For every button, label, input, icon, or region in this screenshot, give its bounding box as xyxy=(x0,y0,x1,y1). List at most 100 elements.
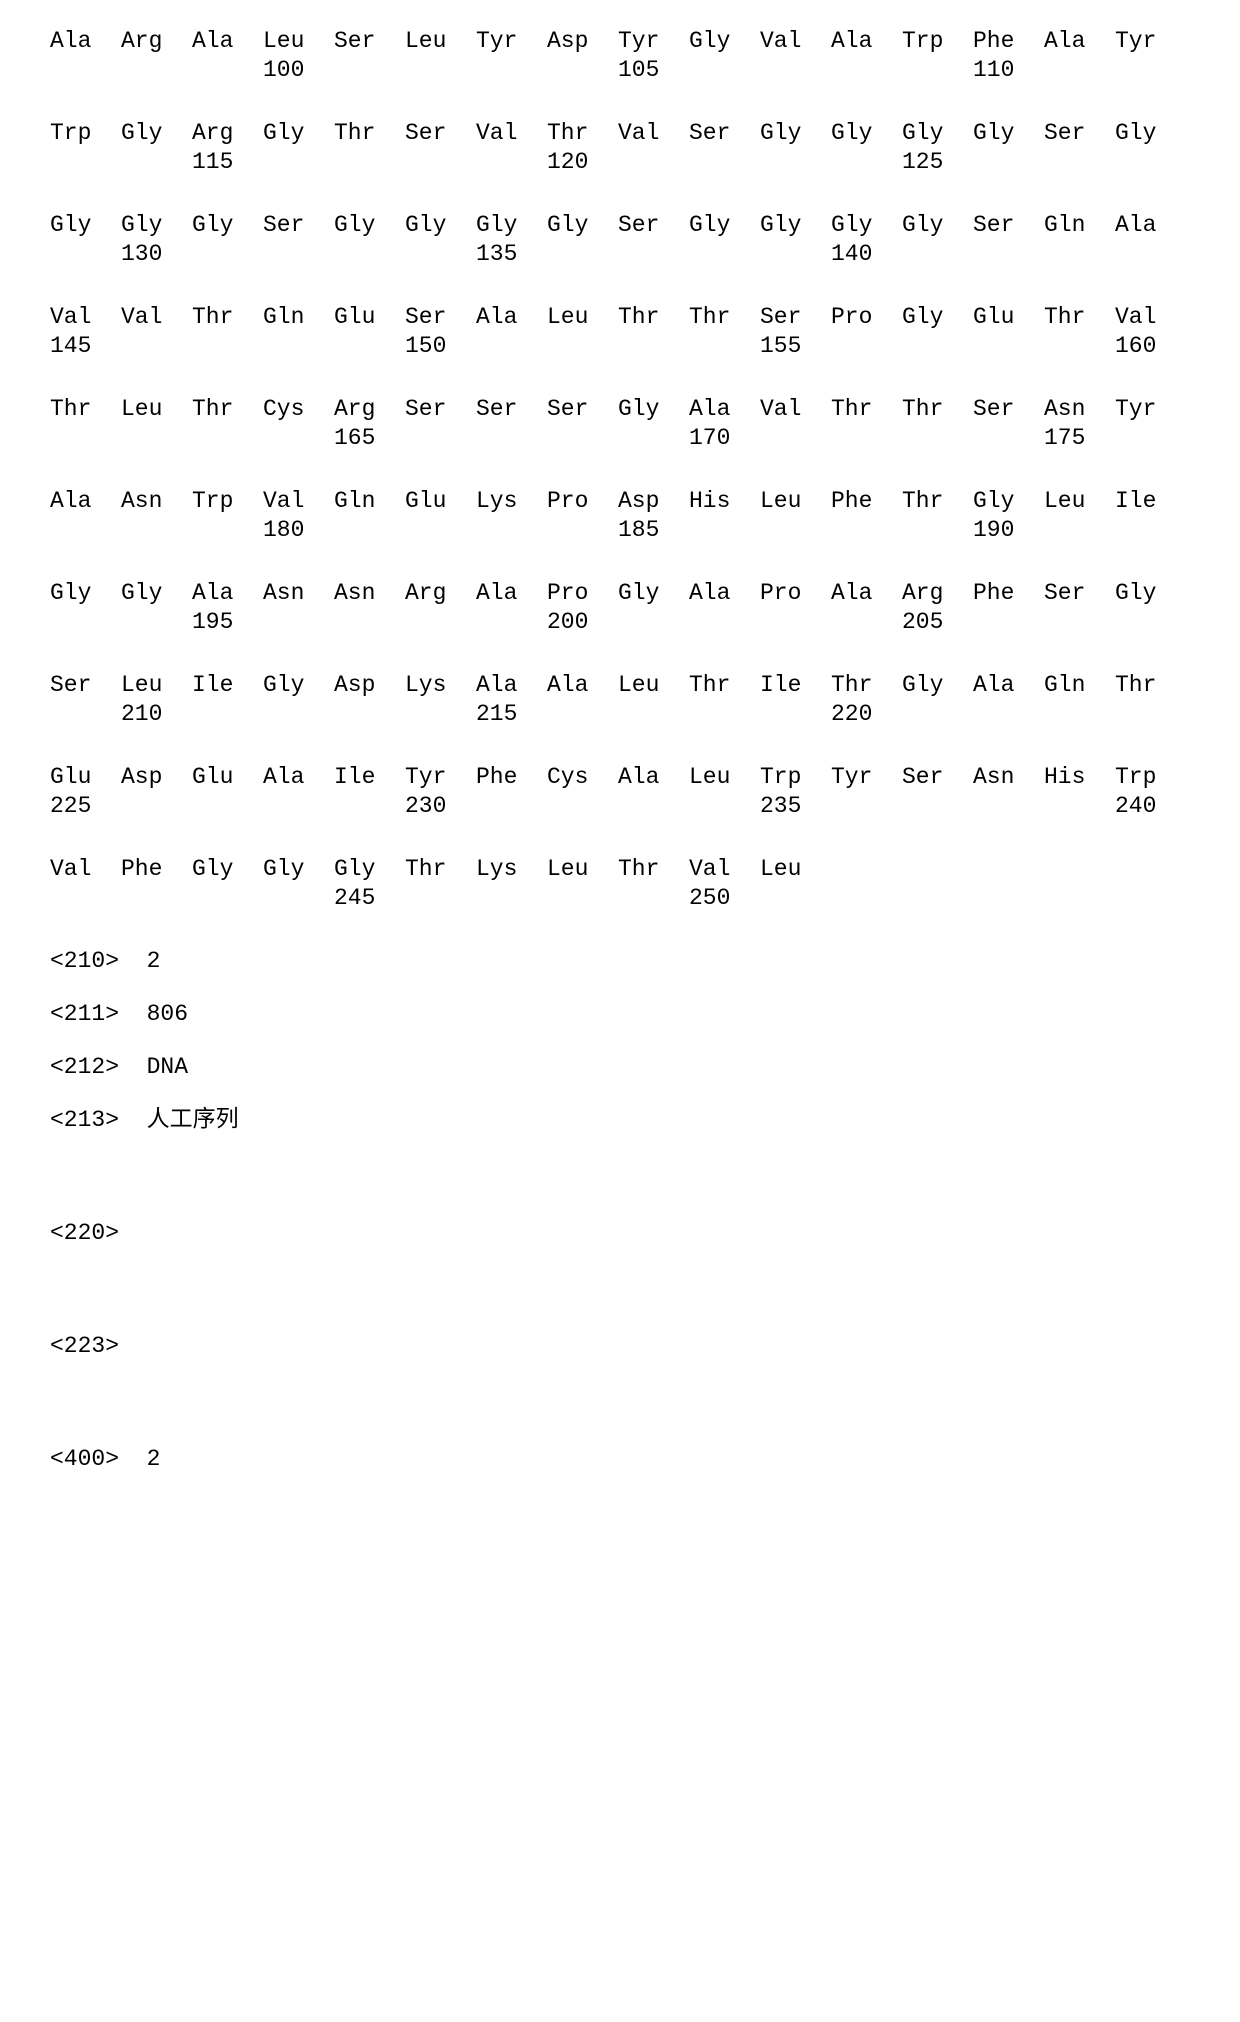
residue-row: GluAspGluAlaIleTyrPheCysAlaLeuTrpTyrSerA… xyxy=(50,766,1240,789)
position-number-cell xyxy=(618,427,689,450)
position-number-cell xyxy=(689,519,760,542)
residue-cell: Lys xyxy=(476,490,547,513)
residue-cell xyxy=(1115,858,1186,881)
residue-cell: Tyr xyxy=(1115,30,1186,53)
position-number-cell: 140 xyxy=(831,243,902,266)
residue-cell: Val xyxy=(1115,306,1186,329)
residue-cell: Asn xyxy=(121,490,192,513)
residue-cell: Ala xyxy=(689,582,760,605)
residue-cell: Ser xyxy=(760,306,831,329)
sequence-block: ValPheGlyGlyGlyThrLysLeuThrValLeu245250 xyxy=(50,858,1240,910)
residue-cell: Thr xyxy=(1044,306,1115,329)
position-number-cell xyxy=(547,427,618,450)
residue-cell: Ser xyxy=(689,122,760,145)
position-number-cell xyxy=(973,887,1044,910)
position-number-cell xyxy=(689,59,760,82)
residue-cell: Arg xyxy=(405,582,476,605)
residue-row: GlyGlyAlaAsnAsnArgAlaProGlyAlaProAlaArgP… xyxy=(50,582,1240,605)
residue-cell: Asp xyxy=(547,30,618,53)
position-number-cell xyxy=(831,519,902,542)
residue-cell: Val xyxy=(263,490,334,513)
position-number-cell xyxy=(902,795,973,818)
residue-cell: Ser xyxy=(1044,582,1115,605)
position-number-cell xyxy=(263,427,334,450)
metadata-line: <400> 2 xyxy=(50,1448,1240,1471)
residue-cell: Thr xyxy=(831,398,902,421)
position-number-cell xyxy=(689,335,760,358)
position-number-cell xyxy=(547,335,618,358)
residue-cell: Phe xyxy=(831,490,902,513)
residue-cell: Thr xyxy=(1115,674,1186,697)
metadata-value: 人工序列 xyxy=(147,1107,239,1133)
position-number-cell xyxy=(1115,243,1186,266)
position-number-cell xyxy=(263,795,334,818)
residue-row: AlaAsnTrpValGlnGluLysProAspHisLeuPheThrG… xyxy=(50,490,1240,513)
position-number-cell: 240 xyxy=(1115,795,1186,818)
position-number-cell xyxy=(1044,243,1115,266)
residue-cell: Gly xyxy=(334,858,405,881)
position-number-cell xyxy=(831,887,902,910)
metadata-block: <210> 2<211> 806<212> DNA<213> 人工序列 <220… xyxy=(50,950,1240,1471)
position-number-cell xyxy=(902,243,973,266)
residue-cell: Trp xyxy=(50,122,121,145)
position-number-cell xyxy=(973,335,1044,358)
position-number-cell xyxy=(1115,59,1186,82)
position-number-cell: 170 xyxy=(689,427,760,450)
position-number-cell xyxy=(618,795,689,818)
position-number-cell xyxy=(618,335,689,358)
position-number-cell xyxy=(1044,887,1115,910)
residue-cell: Arg xyxy=(121,30,192,53)
residue-cell: Thr xyxy=(405,858,476,881)
position-number-cell xyxy=(547,703,618,726)
position-number-cell xyxy=(760,611,831,634)
residue-cell: Glu xyxy=(973,306,1044,329)
residue-cell: Glu xyxy=(334,306,405,329)
residue-cell: Gly xyxy=(831,122,902,145)
residue-row: ValPheGlyGlyGlyThrLysLeuThrValLeu xyxy=(50,858,1240,881)
position-number-cell xyxy=(1044,703,1115,726)
residue-cell: Thr xyxy=(547,122,618,145)
position-number-cell xyxy=(1044,611,1115,634)
position-number-cell xyxy=(476,151,547,174)
residue-cell: Phe xyxy=(121,858,192,881)
residue-cell xyxy=(831,858,902,881)
sequence-block: AlaArgAlaLeuSerLeuTyrAspTyrGlyValAlaTrpP… xyxy=(50,30,1240,82)
residue-cell: Gly xyxy=(121,122,192,145)
position-number-cell: 195 xyxy=(192,611,263,634)
position-number-cell xyxy=(405,427,476,450)
metadata-line: <220> xyxy=(50,1222,1240,1245)
residue-cell: Ala xyxy=(1044,30,1115,53)
position-number-cell xyxy=(973,611,1044,634)
position-number-cell xyxy=(973,427,1044,450)
residue-cell: Gly xyxy=(902,122,973,145)
position-number-cell xyxy=(618,611,689,634)
position-number-cell xyxy=(547,519,618,542)
residue-cell: Arg xyxy=(334,398,405,421)
position-number-cell: 245 xyxy=(334,887,405,910)
position-number-cell: 135 xyxy=(476,243,547,266)
residue-cell: Ile xyxy=(760,674,831,697)
residue-cell: Ser xyxy=(334,30,405,53)
position-number-cell xyxy=(334,703,405,726)
residue-cell: Gly xyxy=(192,858,263,881)
metadata-tag: <223> xyxy=(50,1333,119,1359)
position-number-row: 210215220 xyxy=(50,703,1240,726)
position-number-cell: 210 xyxy=(121,703,192,726)
position-number-cell xyxy=(121,519,192,542)
sequence-block: TrpGlyArgGlyThrSerValThrValSerGlyGlyGlyG… xyxy=(50,122,1240,174)
position-number-cell xyxy=(1115,427,1186,450)
position-number-cell xyxy=(1044,151,1115,174)
metadata-value: DNA xyxy=(147,1054,188,1080)
residue-row: ValValThrGlnGluSerAlaLeuThrThrSerProGlyG… xyxy=(50,306,1240,329)
residue-cell: Gly xyxy=(689,30,760,53)
residue-cell: Gly xyxy=(547,214,618,237)
position-number-cell xyxy=(50,519,121,542)
residue-row: AlaArgAlaLeuSerLeuTyrAspTyrGlyValAlaTrpP… xyxy=(50,30,1240,53)
position-number-cell xyxy=(50,59,121,82)
position-number-cell: 175 xyxy=(1044,427,1115,450)
residue-cell: Leu xyxy=(760,490,831,513)
position-number-cell: 235 xyxy=(760,795,831,818)
residue-cell: Ser xyxy=(902,766,973,789)
residue-cell: Gly xyxy=(334,214,405,237)
residue-cell: Gly xyxy=(263,122,334,145)
